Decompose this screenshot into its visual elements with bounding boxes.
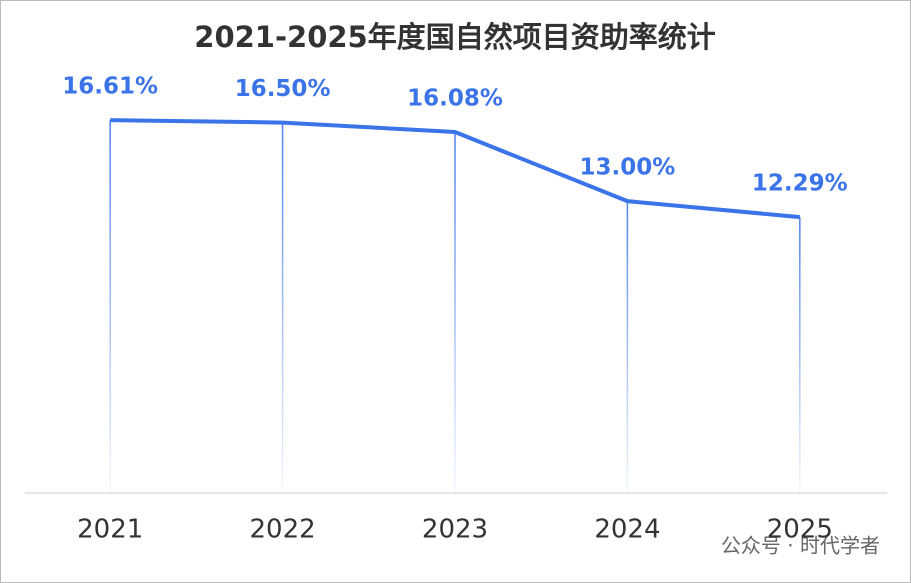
- chart-title: 2021-2025年度国自然项目资助率统计: [194, 20, 715, 54]
- x-tick-label: 2023: [422, 515, 488, 545]
- data-label: 16.08%: [407, 86, 503, 112]
- watermark: 公众号 · 时代学者: [721, 534, 880, 558]
- drop-line: [626, 201, 629, 493]
- data-label: 13.00%: [580, 155, 676, 181]
- x-tick-label: 2021: [77, 515, 143, 545]
- drop-line: [109, 120, 111, 493]
- x-tick-label: 2022: [250, 515, 316, 545]
- line: [110, 118, 800, 220]
- drop-line: [454, 132, 456, 493]
- data-label: 16.61%: [62, 74, 158, 100]
- x-tick-label: 2024: [594, 515, 660, 545]
- data-label: 12.29%: [752, 171, 848, 197]
- x-tick-label: 2025: [767, 515, 833, 545]
- drop-line: [799, 217, 801, 494]
- data-label: 16.50%: [235, 76, 331, 102]
- drop-line: [281, 122, 284, 493]
